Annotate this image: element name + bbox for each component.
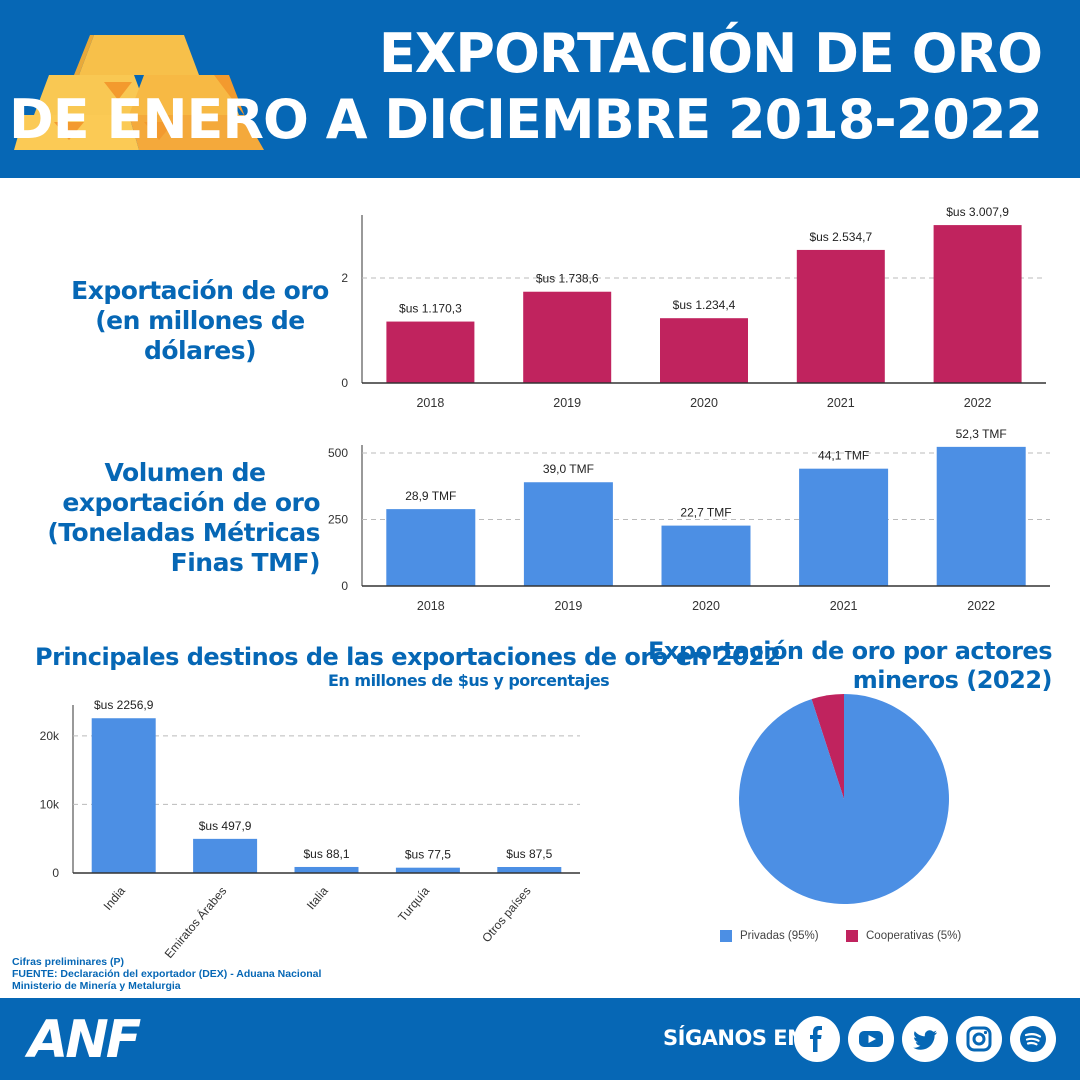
data-label: $us 87,5 <box>506 847 552 861</box>
x-tick-label: 2022 <box>967 599 995 613</box>
data-label: $us 1.738,6 <box>536 272 599 286</box>
y-tick-label: 2 <box>341 271 348 285</box>
export-value-chart: 0 2 $us 1.170,3 2018 $us 1.738,6 2019 $us 1.23… <box>341 205 1046 410</box>
bar <box>91 718 156 873</box>
destinations-subtitle: En millones de $us y porcentajes <box>328 671 610 690</box>
x-tick-label: 2022 <box>964 396 992 410</box>
source-notes: Cifras preliminares (P) FUENTE: Declarac… <box>12 956 321 992</box>
bar <box>799 468 889 586</box>
page-title-line1: EXPORTACIÓN DE ORO <box>378 22 1043 85</box>
bar <box>193 838 258 873</box>
x-tick-label: India <box>101 884 129 913</box>
destinations-title: Principales destinos de las exportacione… <box>35 643 781 671</box>
bar <box>796 249 885 383</box>
page-title-line2: DE ENERO A DICIEMBRE 2018-2022 <box>8 88 1043 151</box>
x-tick-label: 2019 <box>553 396 581 410</box>
y-tick-label: 0 <box>341 579 348 593</box>
note-preliminary: Cifras preliminares (P) <box>12 956 125 968</box>
x-tick-label: Turquía <box>395 884 432 925</box>
chart2-label-line2: exportación de oro <box>62 488 320 517</box>
bar <box>497 867 562 873</box>
chart1-label-line2: (en millones de dólares) <box>95 306 305 365</box>
bar <box>386 509 476 586</box>
data-label: 39,0 TMF <box>543 462 594 476</box>
header-banner: EXPORTACIÓN DE ORO DE ENERO A DICIEMBRE … <box>0 0 1080 178</box>
y-tick-label: 20k <box>40 729 60 743</box>
data-label: 28,9 TMF <box>405 489 456 503</box>
y-tick-label: 0 <box>341 376 348 390</box>
instagram-icon[interactable] <box>956 1016 1002 1062</box>
chart2-label: Volumen de exportación de oro (Toneladas… <box>30 458 320 578</box>
actors-pie-chart <box>739 694 949 904</box>
legend-item-cooperativas: Cooperativas (5%) <box>846 930 961 942</box>
chart1-label: Exportación de oro (en millones de dólar… <box>40 276 360 366</box>
data-label: $us 2256,9 <box>94 698 154 712</box>
chart2-label-line1: Volumen de <box>104 458 266 487</box>
x-tick-label: 2021 <box>830 599 858 613</box>
x-tick-label: 2020 <box>692 599 720 613</box>
youtube-icon[interactable] <box>848 1016 894 1062</box>
actors-title-line2: mineros (2022) <box>852 666 1053 694</box>
spotify-icon[interactable] <box>1010 1016 1056 1062</box>
legend-swatch-privadas <box>720 930 732 942</box>
x-tick-label: 2018 <box>417 599 445 613</box>
x-tick-label: 2018 <box>416 396 444 410</box>
bar <box>936 446 1026 586</box>
legend-label-privadas: Privadas (95%) <box>740 930 819 942</box>
bar <box>294 866 359 873</box>
data-label: 44,1 TMF <box>818 449 869 463</box>
bar <box>933 225 1022 383</box>
y-tick-label: 500 <box>328 446 348 460</box>
note-source: FUENTE: Declaración del exportador (DEX)… <box>12 968 322 980</box>
x-tick-label: 2020 <box>690 396 718 410</box>
data-label: $us 497,9 <box>199 819 252 833</box>
x-tick-label: 2019 <box>554 599 582 613</box>
chart2-label-line4: Finas TMF) <box>170 548 321 577</box>
export-volume-chart: 0 250 500 28,9 TMF 2018 39,0 TMF 2019 22,7 TMF 2… <box>328 427 1050 613</box>
actors-title: Exportación de oro por actores mineros (… <box>647 637 1053 695</box>
legend-item-privadas: Privadas (95%) <box>720 930 819 942</box>
data-label: 52,3 TMF <box>956 427 1007 441</box>
x-tick-label: Italia <box>304 884 331 913</box>
x-tick-label: Otros países <box>479 884 533 945</box>
bar <box>523 291 612 383</box>
bar <box>395 867 460 873</box>
y-tick-label: 10k <box>40 797 60 811</box>
chart2-label-line3: (Toneladas Métricas <box>47 518 320 547</box>
footer-bar: ANF SÍGANOS EN: <box>0 998 1080 1080</box>
bar <box>523 482 613 586</box>
bar <box>661 525 751 586</box>
pie-slice <box>811 694 844 799</box>
data-label: $us 88,1 <box>303 847 349 861</box>
legend-label-cooperativas: Cooperativas (5%) <box>866 930 962 942</box>
anf-logo: ANF <box>28 1010 141 1070</box>
data-label: 22,7 TMF <box>680 506 731 520</box>
data-label: $us 2.534,7 <box>809 230 872 244</box>
destinations-chart: 0 10k 20k $us 2256,9 India $us 497,9 Emiratos … <box>40 698 580 961</box>
y-tick-label: 250 <box>328 512 348 526</box>
x-tick-label: Emiratos Árabes <box>161 883 230 961</box>
twitter-icon[interactable] <box>902 1016 948 1062</box>
y-tick-label: 0 <box>52 866 59 880</box>
note-ministry: Ministerio de Minería y Metalurgia <box>12 980 181 992</box>
data-label: $us 1.234,4 <box>673 298 736 312</box>
legend-swatch-cooperativas <box>846 930 858 942</box>
pie-slice <box>739 694 949 904</box>
data-label: $us 1.170,3 <box>399 302 462 316</box>
data-label: $us 3.007,9 <box>946 205 1009 219</box>
gold-bars-icon <box>14 35 264 150</box>
bar <box>386 321 475 383</box>
actors-title-line1: Exportación de oro por actores <box>647 637 1053 665</box>
data-label: $us 77,5 <box>405 848 451 862</box>
follow-label: SÍGANOS EN: <box>663 1026 813 1050</box>
x-tick-label: 2021 <box>827 396 855 410</box>
chart1-label-line1: Exportación de oro <box>71 276 329 305</box>
facebook-icon[interactable] <box>794 1016 840 1062</box>
bar <box>660 318 748 383</box>
